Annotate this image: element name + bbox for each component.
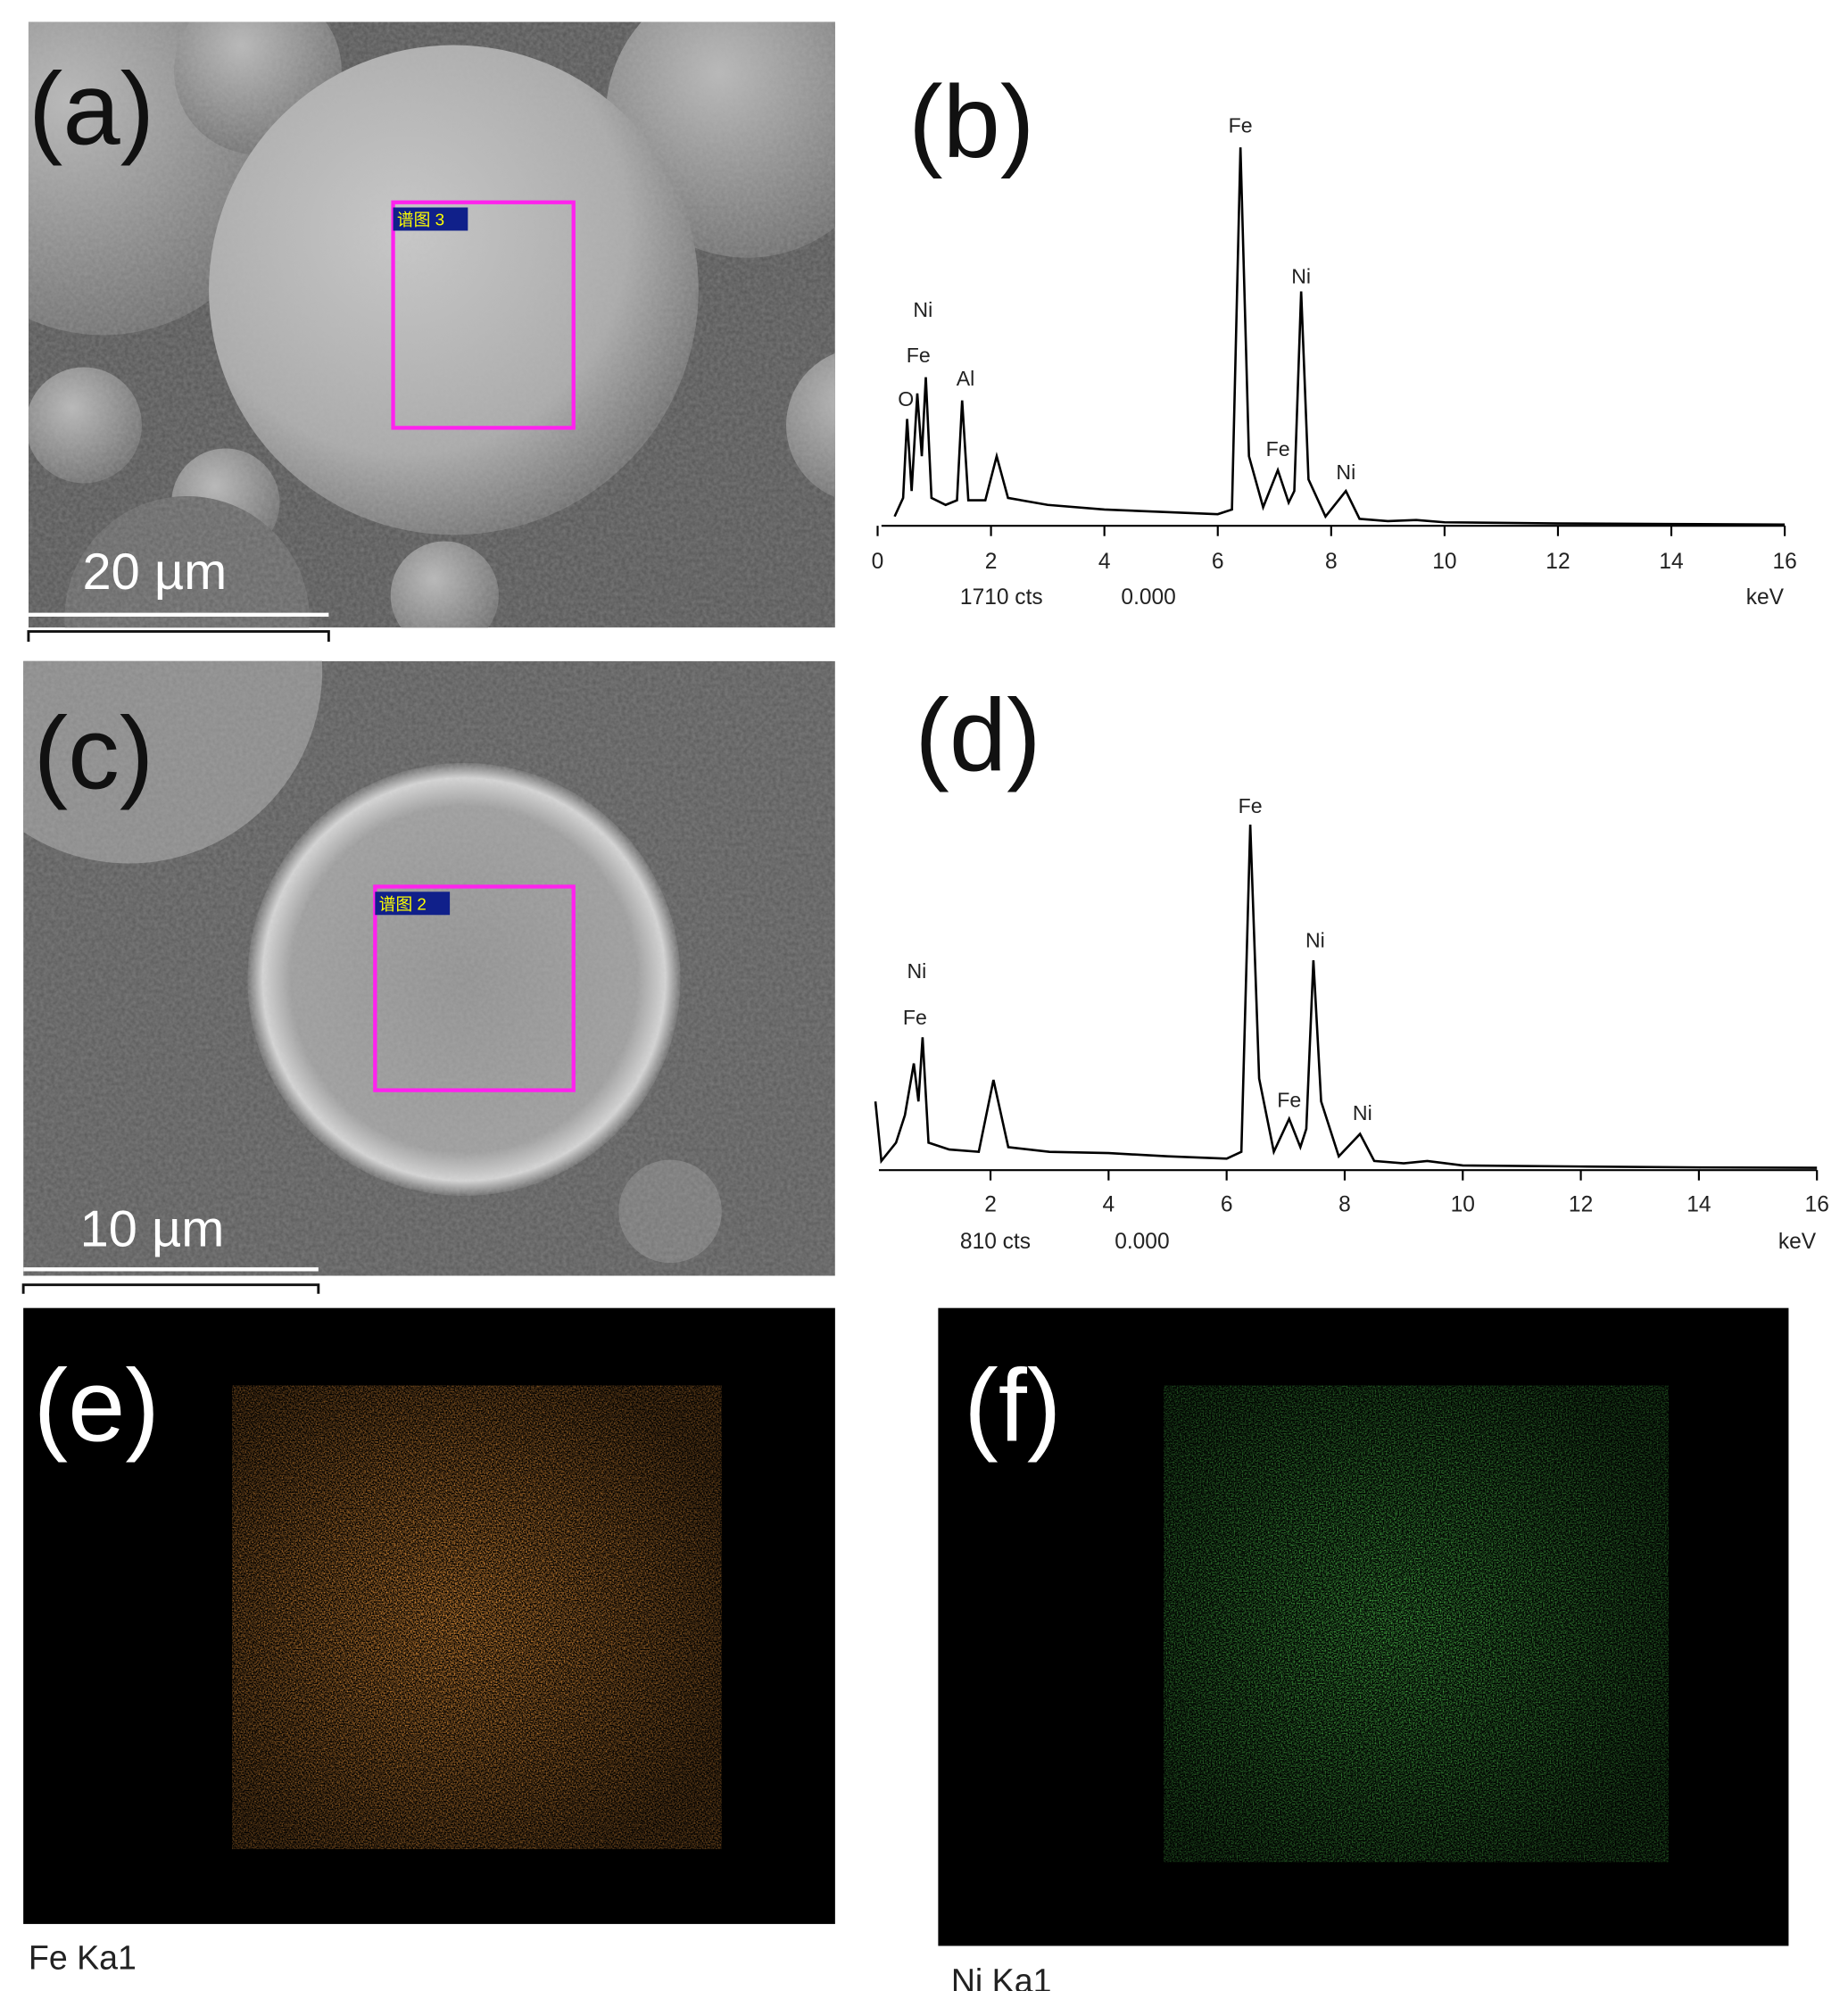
peak-label: Ni	[1291, 265, 1311, 288]
x-tick-label: 6	[1221, 1192, 1233, 1216]
x-tick-label: 14	[1659, 550, 1683, 574]
x-tick-label: 10	[1451, 1192, 1475, 1216]
peak-label: Fe	[1277, 1088, 1301, 1111]
peak-label: Ni	[907, 959, 926, 983]
offset-label: 0.000	[1121, 585, 1175, 610]
x-axis-label: keV	[1778, 1230, 1817, 1254]
x-tick-label: 14	[1686, 1192, 1711, 1216]
ni-distribution	[1164, 1385, 1670, 1862]
panel-label: (b)	[908, 64, 1034, 179]
region-tag: 谱图 2	[379, 894, 427, 913]
scale-bar-label: 10 µm	[80, 1200, 225, 1257]
x-tick-label: 16	[1805, 1192, 1829, 1216]
panel-label: (f)	[964, 1348, 1061, 1463]
peak-label: Fe	[1239, 794, 1263, 817]
x-tick-label: 2	[984, 1192, 997, 1216]
fe-distribution	[232, 1385, 722, 1850]
panel-label: (d)	[915, 678, 1040, 793]
x-tick-label: 16	[1772, 550, 1796, 574]
x-tick-label: 2	[985, 550, 998, 574]
x-axis-label: keV	[1746, 585, 1785, 610]
x-tick-label: 0	[872, 550, 884, 574]
panel-label: (a)	[29, 52, 154, 167]
x-tick-label: 8	[1325, 550, 1338, 574]
scale-label: 810 cts	[960, 1230, 1031, 1254]
region-tag: 谱图 3	[397, 211, 444, 229]
spectra: (b) 0 2 4 6 8 10 12 14 16 1710 cts 0.000 keV O Fe Ni Al F…	[872, 64, 1829, 1254]
x-tick-label: 4	[1098, 550, 1111, 574]
peak-label: Ni	[1353, 1101, 1372, 1124]
peak-label: Ni	[1305, 928, 1325, 951]
spectrum-line	[874, 824, 1818, 1169]
panel-label: (c)	[34, 696, 154, 811]
peak-label: Fe	[907, 344, 931, 367]
offset-label: 0.000	[1115, 1230, 1169, 1254]
sem-image-c: 谱图 2	[23, 660, 835, 1276]
x-tick-label: 12	[1569, 1192, 1593, 1216]
x-tick-label: 8	[1338, 1192, 1351, 1216]
map-caption: Ni Ka1	[951, 1962, 1052, 1991]
peak-label: Ni	[1336, 460, 1355, 484]
x-tick-label: 6	[1212, 550, 1224, 574]
scale-label: 1710 cts	[960, 585, 1043, 610]
x-tick-label: 12	[1546, 550, 1570, 574]
x-tick-label: 10	[1432, 550, 1456, 574]
map-caption: Fe Ka1	[29, 1938, 137, 1976]
peak-label: Fe	[903, 1006, 927, 1029]
peak-label: Fe	[1266, 437, 1290, 460]
scale-bar-label: 20 µm	[83, 543, 228, 601]
panel-label: (e)	[34, 1348, 160, 1463]
peak-label: Ni	[913, 298, 932, 321]
spectrum-line	[893, 147, 1786, 527]
peak-label: O	[898, 387, 914, 411]
x-tick-label: 4	[1103, 1192, 1115, 1216]
peak-label: Al	[957, 367, 975, 390]
sem-image-a: 谱图 3	[28, 21, 835, 628]
peak-label: Fe	[1229, 114, 1253, 137]
